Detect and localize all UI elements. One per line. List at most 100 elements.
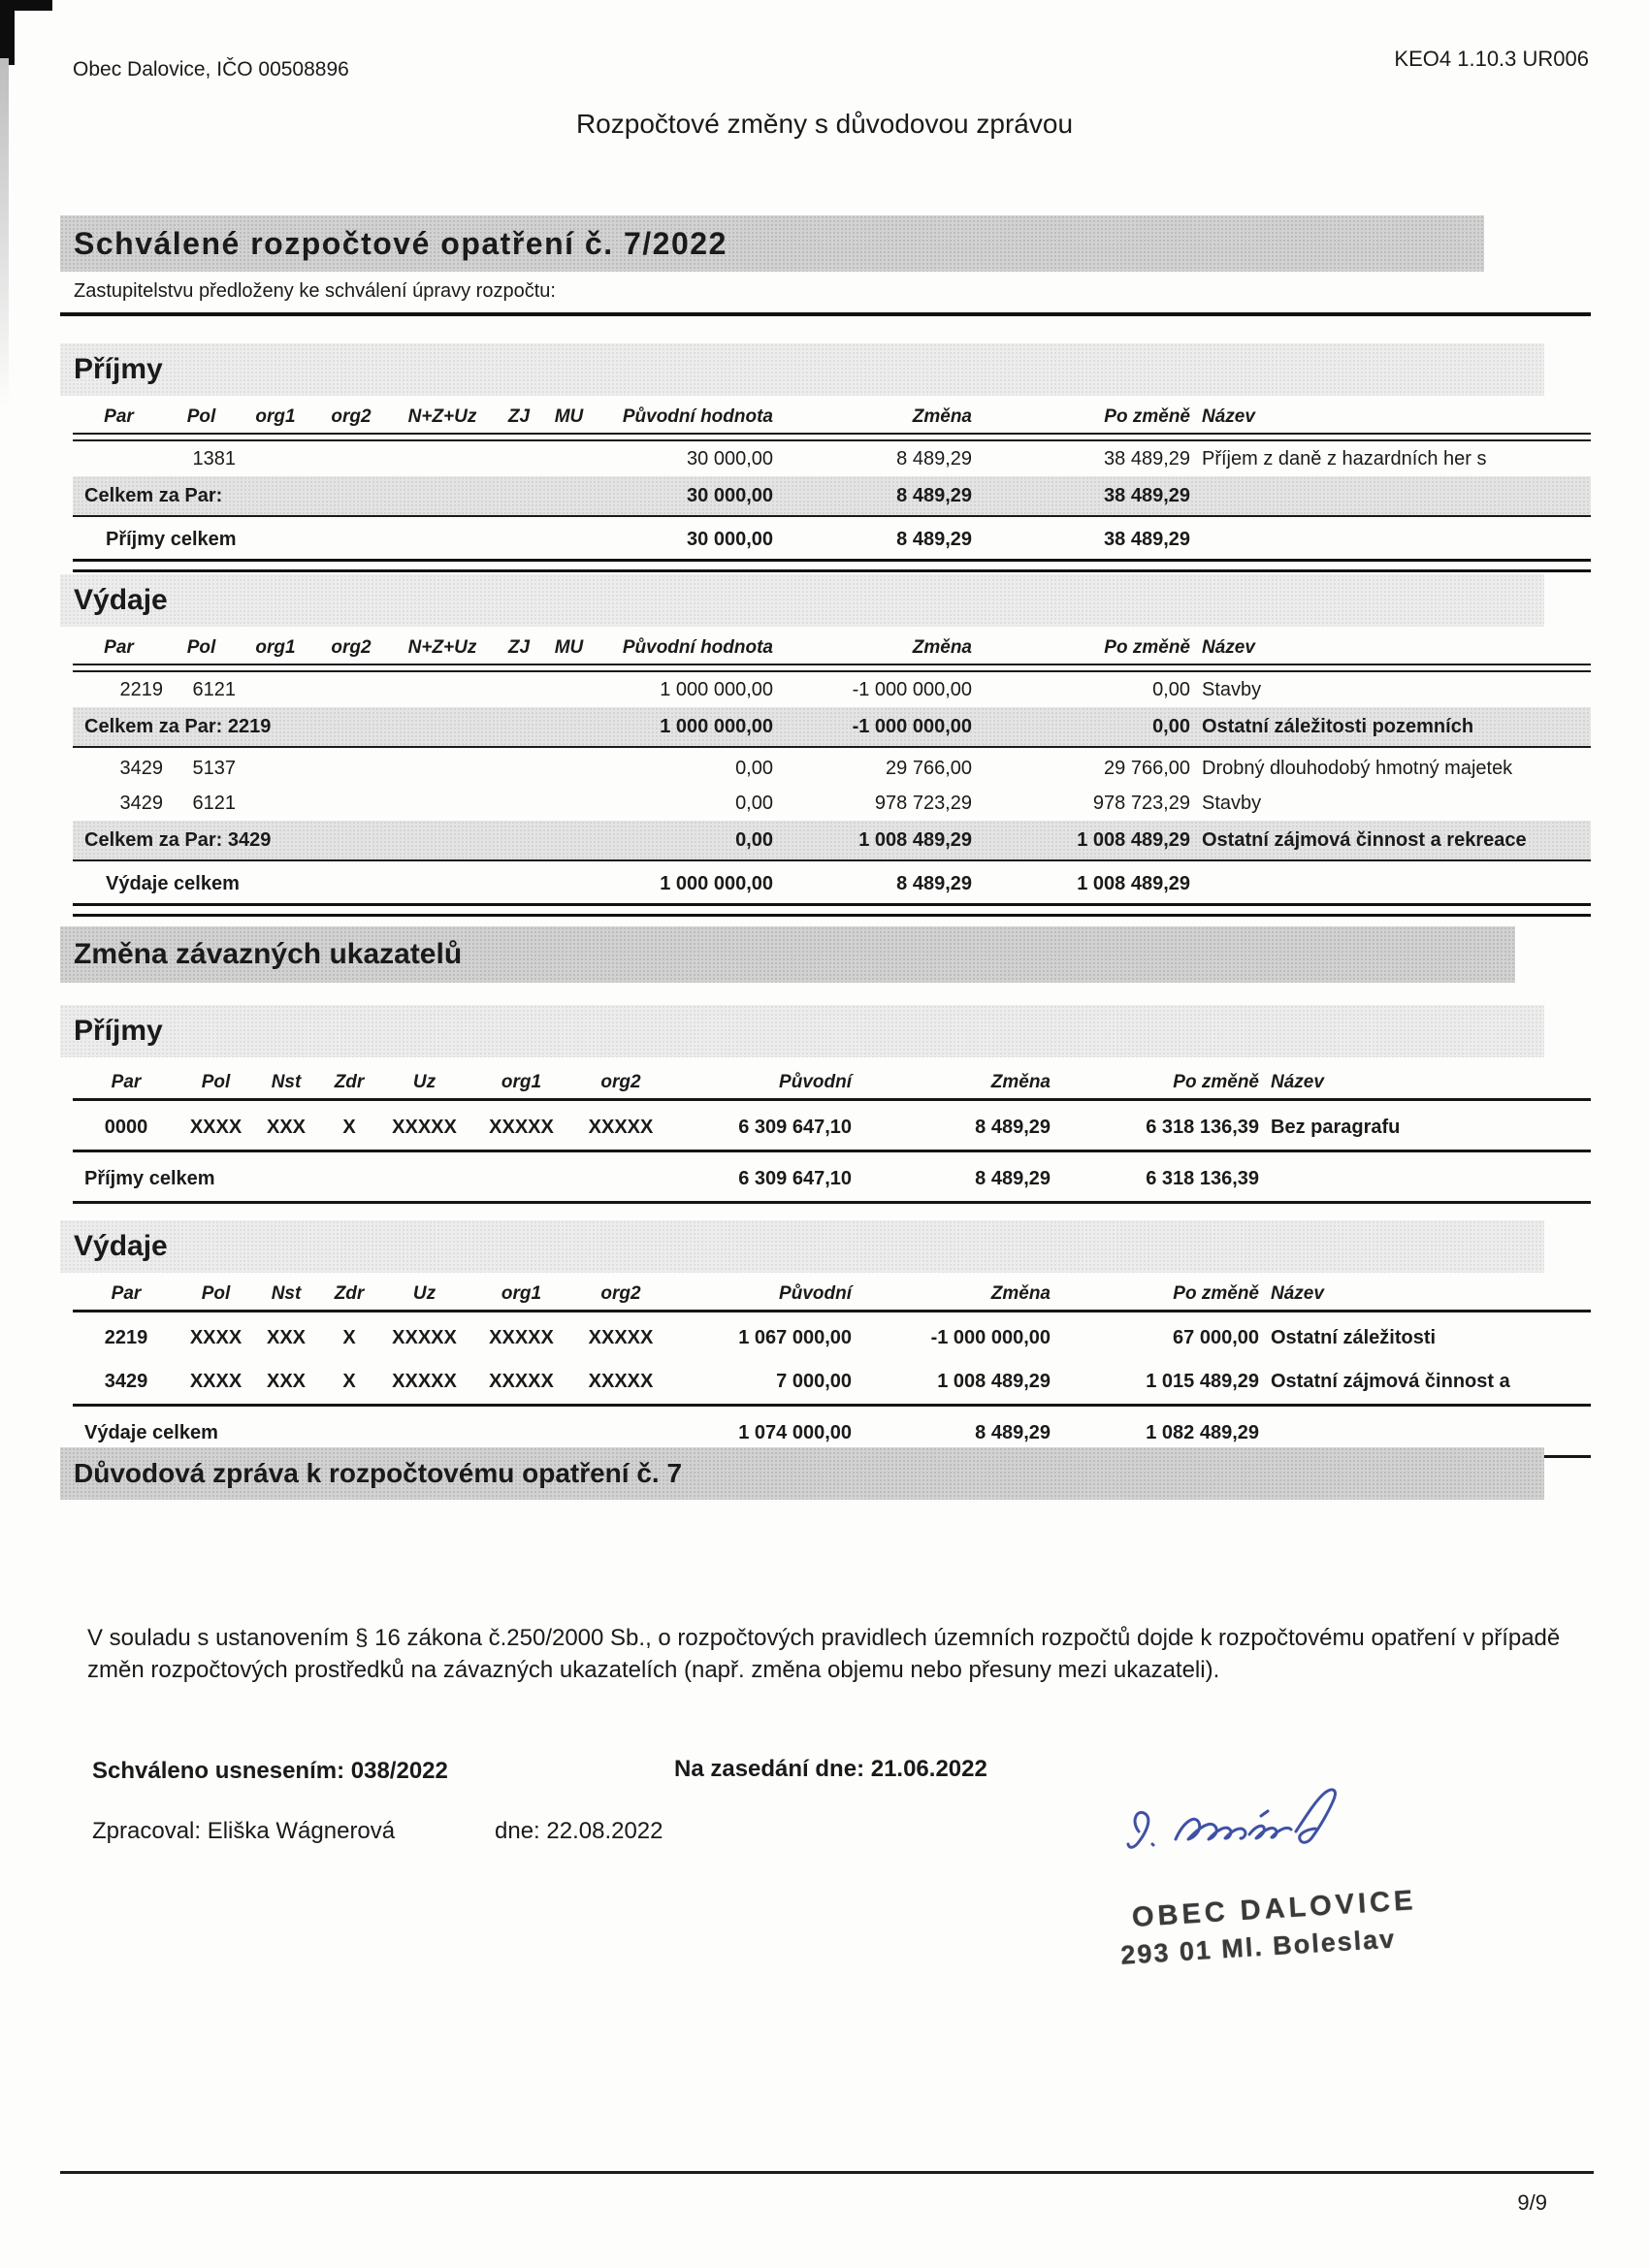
income-table-2: Par Pol Nst Zdr Uz org1 org2 Původní Změ… — [73, 1067, 1591, 1208]
table-end-rule — [73, 1201, 1591, 1208]
cell-change: 1 008 489,29 — [858, 828, 972, 851]
table-rule — [73, 1150, 1591, 1156]
total-row: Příjmy celkem 30 000,00 8 489,29 38 489,… — [73, 520, 1591, 559]
total-label: Výdaje celkem — [84, 1421, 218, 1443]
cell-change: 8 489,29 — [975, 1421, 1051, 1443]
cell-original: 30 000,00 — [687, 484, 773, 506]
cell-original: 30 000,00 — [687, 447, 773, 470]
col-header-uz: Uz — [412, 1072, 436, 1092]
expenses-table-1: Par Pol org1 org2 N+Z+Uz ZJ MU Původní h… — [73, 632, 1591, 917]
cell-pol: 5137 — [192, 757, 237, 779]
subtotal-row: Celkem za Par: 3429 0,00 1 008 489,29 1 … — [73, 821, 1591, 859]
scan-artifact-corner-side — [0, 9, 15, 65]
cell-after: 67 000,00 — [1173, 1326, 1259, 1348]
cell-name: Příjem z daně z hazardních her s — [1202, 447, 1487, 470]
cell-uz: XXXXX — [392, 1116, 457, 1138]
cell-after: 38 489,29 — [1104, 528, 1190, 550]
col-header-nzuz: N+Z+Uz — [407, 406, 477, 427]
cell-after: 0,00 — [1152, 715, 1190, 737]
col-header-org2: org2 — [331, 406, 372, 427]
table-row: 3429 5137 0,00 29 766,00 29 766,00 Drobn… — [73, 751, 1591, 786]
cell-name: Stavby — [1202, 792, 1262, 814]
col-header-original: Původní — [779, 1283, 852, 1304]
cell-name: Ostatní záležitosti pozemních — [1202, 715, 1474, 737]
document-title: Rozpočtové změny s důvodovou zprávou — [575, 109, 1074, 139]
cell-original: 30 000,00 — [687, 528, 773, 550]
table-header-rule — [73, 433, 1591, 441]
subtotal-label: Celkem za Par: 3429 — [84, 828, 272, 851]
col-header-after: Po změně — [1173, 1283, 1259, 1304]
subtotal-label: Celkem za Par: — [84, 484, 223, 506]
table-header-row: Par Pol Nst Zdr Uz org1 org2 Původní Změ… — [73, 1067, 1591, 1098]
col-header-name: Název — [1271, 1283, 1324, 1304]
total-label: Příjmy celkem — [84, 1167, 215, 1189]
table-row: 0000 XXXX XXX X XXXXX XXXXX XXXXX 6 309 … — [73, 1105, 1591, 1150]
col-header-name: Název — [1202, 406, 1255, 427]
total-row: Výdaje celkem 1 000 000,00 8 489,29 1 00… — [73, 864, 1591, 903]
cell-nst: XXX — [266, 1370, 307, 1392]
cell-name: Bez paragrafu — [1271, 1116, 1401, 1138]
resolution-text: Schváleno usnesením: 038/2022 — [92, 1758, 448, 1784]
cell-change: 8 489,29 — [975, 1116, 1051, 1138]
table-header-row: Par Pol org1 org2 N+Z+Uz ZJ MU Původní h… — [73, 632, 1591, 664]
divider-line — [60, 312, 1591, 316]
col-header-zj: ZJ — [507, 637, 531, 658]
prepared-by-text: Zpracoval: Eliška Wágnerová — [92, 1818, 396, 1844]
col-header-nst: Nst — [271, 1072, 302, 1092]
col-header-org2: org2 — [331, 637, 372, 658]
table-rule — [73, 859, 1591, 864]
cell-uz: XXXXX — [392, 1370, 457, 1392]
col-header-after: Po změně — [1173, 1072, 1259, 1092]
table-rule — [73, 746, 1591, 751]
col-header-org1: org1 — [501, 1283, 542, 1304]
cell-par: 3429 — [104, 1370, 148, 1392]
col-header-change: Změna — [990, 1283, 1051, 1304]
cell-org2: XXXXX — [588, 1326, 654, 1348]
cell-org1: XXXXX — [489, 1326, 554, 1348]
cell-name: Drobný dlouhodobý hmotný majetek — [1202, 757, 1513, 779]
cell-original: 0,00 — [735, 828, 773, 851]
cell-after: 38 489,29 — [1104, 484, 1190, 506]
col-header-mu: MU — [554, 406, 584, 427]
col-header-org2: org2 — [600, 1283, 641, 1304]
cell-par: 2219 — [119, 678, 164, 700]
col-header-after: Po změně — [1104, 637, 1190, 658]
col-header-change: Změna — [912, 637, 972, 658]
expenses-table-2: Par Pol Nst Zdr Uz org1 org2 Původní Změ… — [73, 1279, 1591, 1462]
table-row: 3429 6121 0,00 978 723,29 978 723,29 Sta… — [73, 786, 1591, 821]
cell-org1: XXXXX — [489, 1116, 554, 1138]
cell-after: 38 489,29 — [1104, 447, 1190, 470]
col-header-original: Původní hodnota — [622, 637, 773, 658]
table-header-row: Par Pol Nst Zdr Uz org1 org2 Původní Změ… — [73, 1279, 1591, 1310]
table-header-row: Par Pol org1 org2 N+Z+Uz ZJ MU Původní h… — [73, 402, 1591, 433]
scan-artifact-left-edge — [0, 58, 9, 407]
cell-zdr: X — [342, 1116, 356, 1138]
subtotal-row: Celkem za Par: 2219 1 000 000,00 -1 000 … — [73, 707, 1591, 746]
cell-par: 3429 — [119, 757, 164, 779]
cell-name: Ostatní zájmová činnost a — [1271, 1370, 1510, 1392]
subtotal-row: Celkem za Par: 30 000,00 8 489,29 38 489… — [73, 476, 1591, 515]
cell-original: 6 309 647,10 — [738, 1167, 852, 1189]
cell-original: 1 074 000,00 — [738, 1421, 852, 1443]
cell-original: 1 000 000,00 — [660, 715, 773, 737]
rubber-stamp: OBEC DALOVICE 293 01 Ml. Boleslav — [1120, 1885, 1419, 1970]
cell-zdr: X — [342, 1370, 356, 1392]
col-header-zj: ZJ — [507, 406, 531, 427]
col-header-original: Původní hodnota — [622, 406, 773, 427]
cell-original: 1 000 000,00 — [660, 872, 773, 894]
section-heading-income-1: Příjmy — [60, 343, 1544, 396]
cell-org2: XXXXX — [588, 1116, 654, 1138]
col-header-original: Původní — [779, 1072, 852, 1092]
cell-change: 8 489,29 — [975, 1167, 1051, 1189]
total-row: Výdaje celkem 1 074 000,00 8 489,29 1 08… — [73, 1410, 1591, 1455]
col-header-par: Par — [111, 1072, 142, 1092]
table-rule — [73, 515, 1591, 520]
table-row: 3429 XXXX XXX X XXXXX XXXXX XXXXX 7 000,… — [73, 1359, 1591, 1404]
section-heading-expenses-1: Výdaje — [60, 574, 1544, 627]
table-header-rule — [73, 1310, 1591, 1316]
cell-change: 8 489,29 — [896, 872, 972, 894]
page-number: 9/9 — [1517, 2190, 1547, 2215]
cell-after: 6 318 136,39 — [1146, 1167, 1259, 1189]
col-header-after: Po změně — [1104, 406, 1190, 427]
cell-par: 3429 — [119, 792, 164, 814]
